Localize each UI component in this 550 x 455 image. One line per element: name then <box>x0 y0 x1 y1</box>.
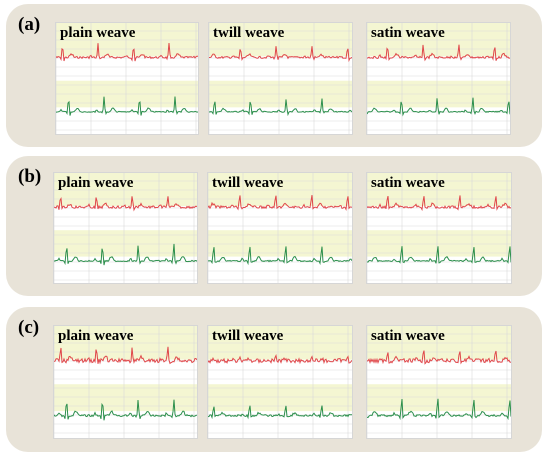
ecg-title: twill weave <box>212 175 284 191</box>
red-trace <box>209 46 352 63</box>
red-trace <box>367 350 511 365</box>
ecg-plot <box>367 173 511 283</box>
ecg-plain-weave: plain weave <box>53 172 198 284</box>
red-trace <box>367 44 510 62</box>
green-trace <box>54 399 197 421</box>
panel-label: (a) <box>18 14 41 35</box>
highlight-band <box>209 23 352 57</box>
ecg-plot <box>367 23 510 134</box>
ecg-plot <box>208 326 352 438</box>
ecg-twill-weave: twill weave <box>208 22 353 135</box>
ecg-title: twill weave <box>213 25 285 41</box>
red-trace <box>56 43 198 62</box>
ecg-title: twill weave <box>212 328 284 344</box>
ecg-title: satin weave <box>371 328 445 344</box>
ecg-plain-weave: plain weave <box>53 325 198 439</box>
highlight-band <box>208 384 352 412</box>
ecg-title: satin weave <box>371 175 445 191</box>
ecg-satin-weave: satin weave <box>366 22 511 135</box>
highlight-band <box>208 173 352 206</box>
red-trace <box>208 354 352 365</box>
green-trace <box>209 98 352 117</box>
highlight-band <box>56 23 198 57</box>
green-trace <box>54 243 197 266</box>
ecg-plot <box>54 173 197 283</box>
red-trace <box>208 195 352 212</box>
panel-label: (c) <box>18 317 40 338</box>
ecg-plot <box>56 23 198 134</box>
ecg-twill-weave: twill weave <box>207 172 353 284</box>
red-trace <box>54 196 197 212</box>
ecg-title: satin weave <box>371 25 445 41</box>
highlight-band <box>54 173 197 206</box>
ecg-plot <box>54 326 197 438</box>
highlight-band <box>367 23 510 57</box>
ecg-title: plain weave <box>58 175 134 191</box>
highlight-band <box>208 230 352 257</box>
ecg-satin-weave: satin weave <box>366 172 512 284</box>
highlight-band <box>367 173 511 206</box>
ecg-twill-weave: twill weave <box>207 325 353 439</box>
panel-label: (b) <box>18 166 42 187</box>
ecg-satin-weave: satin weave <box>366 325 512 439</box>
red-trace <box>54 346 197 365</box>
ecg-title: plain weave <box>60 25 136 41</box>
green-trace <box>367 97 510 117</box>
ecg-plot <box>209 23 352 134</box>
green-trace <box>208 405 352 420</box>
highlight-band <box>367 384 511 412</box>
red-trace <box>367 195 511 212</box>
green-trace <box>56 96 198 116</box>
ecg-plot <box>208 173 352 283</box>
green-trace <box>208 246 352 266</box>
ecg-plain-weave: plain weave <box>55 22 199 135</box>
highlight-band <box>54 230 197 257</box>
green-trace <box>367 246 511 264</box>
green-trace <box>367 398 511 421</box>
ecg-title: plain weave <box>58 328 134 344</box>
highlight-band <box>367 230 511 257</box>
ecg-plot <box>367 326 511 438</box>
